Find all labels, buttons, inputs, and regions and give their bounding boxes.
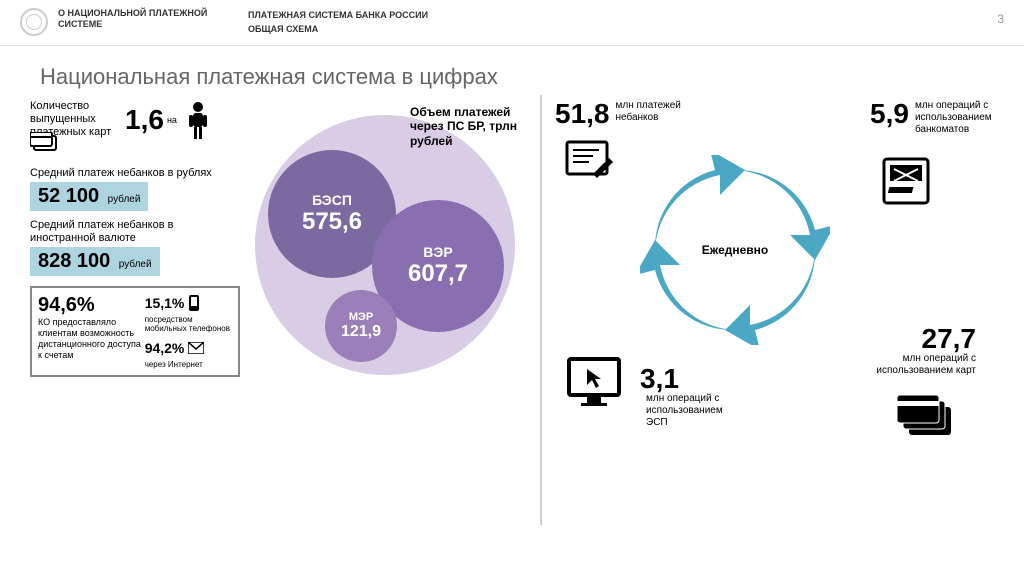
box-r1-txt: посредством мобильных телефонов xyxy=(145,316,232,334)
s3-txt: млн операций с использованием ЭСП xyxy=(646,393,726,429)
page-number: 3 xyxy=(997,12,1004,26)
cycle-diagram: Ежедневно xyxy=(640,155,830,345)
person-icon xyxy=(185,100,211,140)
s2-num: 5,9 xyxy=(870,100,909,128)
avg-rub-unit: рублей xyxy=(108,194,141,205)
cards-value: 1,6 xyxy=(125,104,164,136)
s1-num: 51,8 xyxy=(555,100,610,128)
atm-icon xyxy=(880,155,932,207)
header-mid2: ОБЩАЯ СХЕМА xyxy=(248,22,428,36)
box-r2-pct: 94,2% xyxy=(145,340,185,356)
left-column: Количество выпущенных платежных карт 1,6… xyxy=(30,100,240,377)
avg-rub-box: 52 100 рублей xyxy=(30,182,148,211)
page-title: Национальная платежная система в цифрах xyxy=(0,46,1024,100)
stat-atm: 5,9 млн операций с использованием банком… xyxy=(870,100,1010,136)
box-main-txt: КО предоставляло клиентам возможность ди… xyxy=(38,317,145,360)
avg-fx-unit: рублей xyxy=(119,259,152,270)
avg-rub-label: Средний платеж небанков в рублях xyxy=(30,167,240,180)
s4-num: 27,7 xyxy=(922,325,977,353)
stat-esp: 3,1 млн операций с использованием ЭСП xyxy=(640,365,726,429)
monitor-cursor-icon xyxy=(565,355,623,407)
s2-txt: млн операций с использованием банкоматов xyxy=(915,100,1010,136)
bubble-chart: Объем платежей через ПС БР, трлн рублей … xyxy=(250,105,520,385)
s4-txt: млн операций с использованием карт xyxy=(876,353,976,377)
document-pen-icon xyxy=(565,140,617,182)
cards-na: на xyxy=(167,115,177,125)
avg-fx-box: 828 100 рублей xyxy=(30,247,160,276)
s3-num: 3,1 xyxy=(640,365,679,393)
bubble-title: Объем платежей через ПС БР, трлн рублей xyxy=(410,105,520,148)
s1-txt: млн платежей небанков xyxy=(616,100,696,124)
stat-payments: 51,8 млн платежей небанков xyxy=(555,100,696,128)
cards-stack-icon xyxy=(895,395,955,439)
avg-rub-value: 52 100 xyxy=(38,185,99,207)
box-right: 15,1% посредством мобильных телефонов 94… xyxy=(145,294,232,369)
stat-cards: 27,7 млн операций с использованием карт xyxy=(870,325,976,377)
phone-icon xyxy=(188,294,200,312)
box-left: 94,6% КО предоставляло клиентам возможно… xyxy=(38,294,145,369)
remote-access-box: 94,6% КО предоставляло клиентам возможно… xyxy=(30,286,240,377)
box-r2-txt: через Интернет xyxy=(145,360,232,369)
box-r1-pct: 15,1% xyxy=(145,295,185,311)
cards-stat: Количество выпущенных платежных карт 1,6… xyxy=(30,100,240,159)
header: О НАЦИОНАЛЬНОЙ ПЛАТЕЖНОЙ СИСТЕМЕ ПЛАТЕЖН… xyxy=(0,0,1024,46)
avg-rub-stat: Средний платеж небанков в рублях 52 100 … xyxy=(30,167,240,211)
card-icon xyxy=(30,132,60,154)
divider xyxy=(540,95,542,525)
mail-icon xyxy=(188,342,204,354)
avg-fx-label: Средний платеж небанков в иностранной ва… xyxy=(30,219,240,245)
bubble-МЭР: МЭР121,9 xyxy=(325,290,397,362)
cycle-center: Ежедневно xyxy=(702,243,769,257)
avg-fx-value: 828 100 xyxy=(38,250,110,272)
header-left: О НАЦИОНАЛЬНОЙ ПЛАТЕЖНОЙ СИСТЕМЕ xyxy=(58,8,218,30)
box-main-pct: 94,6% xyxy=(38,294,145,317)
header-mid1: ПЛАТЕЖНАЯ СИСТЕМА БАНКА РОССИИ xyxy=(248,8,428,22)
logo-icon xyxy=(20,8,48,36)
avg-fx-stat: Средний платеж небанков в иностранной ва… xyxy=(30,219,240,276)
header-mid: ПЛАТЕЖНАЯ СИСТЕМА БАНКА РОССИИ ОБЩАЯ СХЕ… xyxy=(248,8,428,37)
content: Количество выпущенных платежных карт 1,6… xyxy=(0,100,1024,560)
